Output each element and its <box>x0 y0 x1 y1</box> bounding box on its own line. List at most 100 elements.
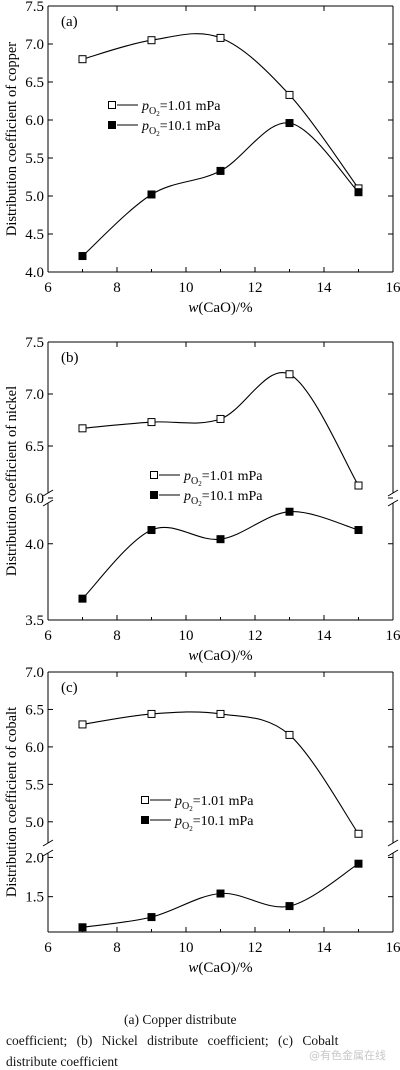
y-tick-label: 2.0 <box>25 850 44 866</box>
x-tick-label: 12 <box>248 280 263 296</box>
y-tick-label: 7.0 <box>25 665 44 681</box>
data-point-filled-square <box>217 167 224 174</box>
y-tick-label: 5.5 <box>25 777 44 793</box>
x-axis-label-unit: (CaO)/% <box>198 648 252 664</box>
legend-value: =10.1 mPa <box>202 489 264 504</box>
x-tick-label: 16 <box>386 940 400 956</box>
data-point-open-square <box>217 34 224 41</box>
x-axis-label-unit: (CaO)/% <box>198 300 252 316</box>
x-tick-label: 10 <box>179 940 194 956</box>
panel-label: (b) <box>61 350 79 366</box>
legend-variable: p <box>141 119 149 134</box>
series-line <box>83 512 359 599</box>
legend-entry: pO2=10.1 mPa <box>183 489 263 508</box>
legend-subscript: O <box>149 126 156 137</box>
plot-frame <box>48 6 393 272</box>
legend-marker-open-square <box>109 102 116 109</box>
y-tick-label: 6.0 <box>25 113 44 129</box>
y-axis-label: Distribution coefficient of nickel <box>4 386 20 576</box>
data-point-filled-square <box>79 924 86 931</box>
panel-label: (a) <box>61 14 78 30</box>
y-axis-label: Distribution coefficient of copper <box>4 42 20 236</box>
y-tick-label: 5.0 <box>25 189 44 205</box>
x-tick-label: 12 <box>248 940 263 956</box>
y-tick-label: 5.0 <box>25 815 44 831</box>
legend-value: =1.01 mPa <box>160 99 222 114</box>
figure-caption-line-3: distribute coefficient <box>6 1054 118 1070</box>
x-tick-label: 14 <box>317 280 333 296</box>
x-tick-label: 6 <box>44 940 52 956</box>
x-axis-label: w(CaO)/% <box>188 648 252 664</box>
x-tick-label: 8 <box>113 628 121 644</box>
data-point-filled-square <box>217 536 224 543</box>
x-tick-label: 10 <box>179 628 194 644</box>
x-axis-label-variable: w <box>188 960 198 976</box>
data-point-filled-square <box>148 191 155 198</box>
data-point-filled-square <box>286 120 293 127</box>
y-tick-label: 6.0 <box>25 491 44 507</box>
legend-variable: p <box>183 489 191 504</box>
legend-variable: p <box>183 469 191 484</box>
x-axis-label-variable: w <box>188 648 198 664</box>
data-point-open-square <box>217 710 224 717</box>
x-tick-label: 12 <box>248 628 263 644</box>
figure-caption-line-2: coefficient; (b) Nickel distribute coeff… <box>6 1033 338 1049</box>
y-tick-label: 7.5 <box>25 0 44 15</box>
data-point-open-square <box>286 91 293 98</box>
x-tick-label: 16 <box>386 280 400 296</box>
legend-value: =1.01 mPa <box>193 794 255 809</box>
x-tick-label: 16 <box>386 628 400 644</box>
legend-entry: pO2=10.1 mPa <box>141 119 221 138</box>
legend-marker-filled-square <box>142 817 149 824</box>
legend-variable: p <box>174 814 182 829</box>
watermark: @有色金属在线 <box>309 1047 386 1063</box>
y-tick-label: 3.5 <box>25 613 44 629</box>
y-tick-label: 7.0 <box>25 37 44 53</box>
data-point-filled-square <box>217 890 224 897</box>
legend-marker-open-square <box>151 472 158 479</box>
legend-entry: pO2=1.01 mPa <box>141 99 221 118</box>
x-tick-label: 10 <box>179 280 194 296</box>
series-2 <box>79 508 362 602</box>
series-2 <box>79 120 362 260</box>
data-point-open-square <box>286 731 293 738</box>
legend-value: =1.01 mPa <box>202 469 264 484</box>
legend-variable: p <box>141 99 149 114</box>
data-point-open-square <box>148 710 155 717</box>
series-line <box>83 123 359 256</box>
x-axis-label-unit: (CaO)/% <box>198 960 252 976</box>
data-point-open-square <box>286 371 293 378</box>
y-tick-label: 6.0 <box>25 740 44 756</box>
y-tick-label: 7.5 <box>25 335 44 351</box>
y-tick-label: 6.5 <box>25 439 44 455</box>
legend-entry: pO2=10.1 mPa <box>174 814 254 833</box>
x-tick-label: 14 <box>317 628 333 644</box>
legend-subscript: O <box>191 496 198 507</box>
y-tick-label: 6.5 <box>25 75 44 91</box>
legend-value: =10.1 mPa <box>193 814 255 829</box>
data-point-open-square <box>148 37 155 44</box>
data-point-filled-square <box>286 903 293 910</box>
x-axis-label: w(CaO)/% <box>188 960 252 976</box>
y-tick-label: 4.5 <box>25 227 44 243</box>
legend-subscript: O <box>149 106 156 117</box>
y-tick-label: 5.5 <box>25 151 44 167</box>
legend-value: =10.1 mPa <box>160 119 222 134</box>
x-tick-label: 8 <box>113 940 121 956</box>
legend-subscript: O <box>182 801 189 812</box>
series-2 <box>79 860 362 931</box>
data-point-filled-square <box>79 253 86 260</box>
y-tick-label: 7.0 <box>25 387 44 403</box>
data-point-filled-square <box>355 860 362 867</box>
x-axis-label: w(CaO)/% <box>188 300 252 316</box>
y-tick-label: 4.0 <box>25 537 44 553</box>
legend-marker-filled-square <box>109 122 116 129</box>
legend-entry: pO2=1.01 mPa <box>174 794 254 813</box>
data-point-filled-square <box>148 527 155 534</box>
data-point-open-square <box>148 419 155 426</box>
data-point-open-square <box>79 425 86 432</box>
